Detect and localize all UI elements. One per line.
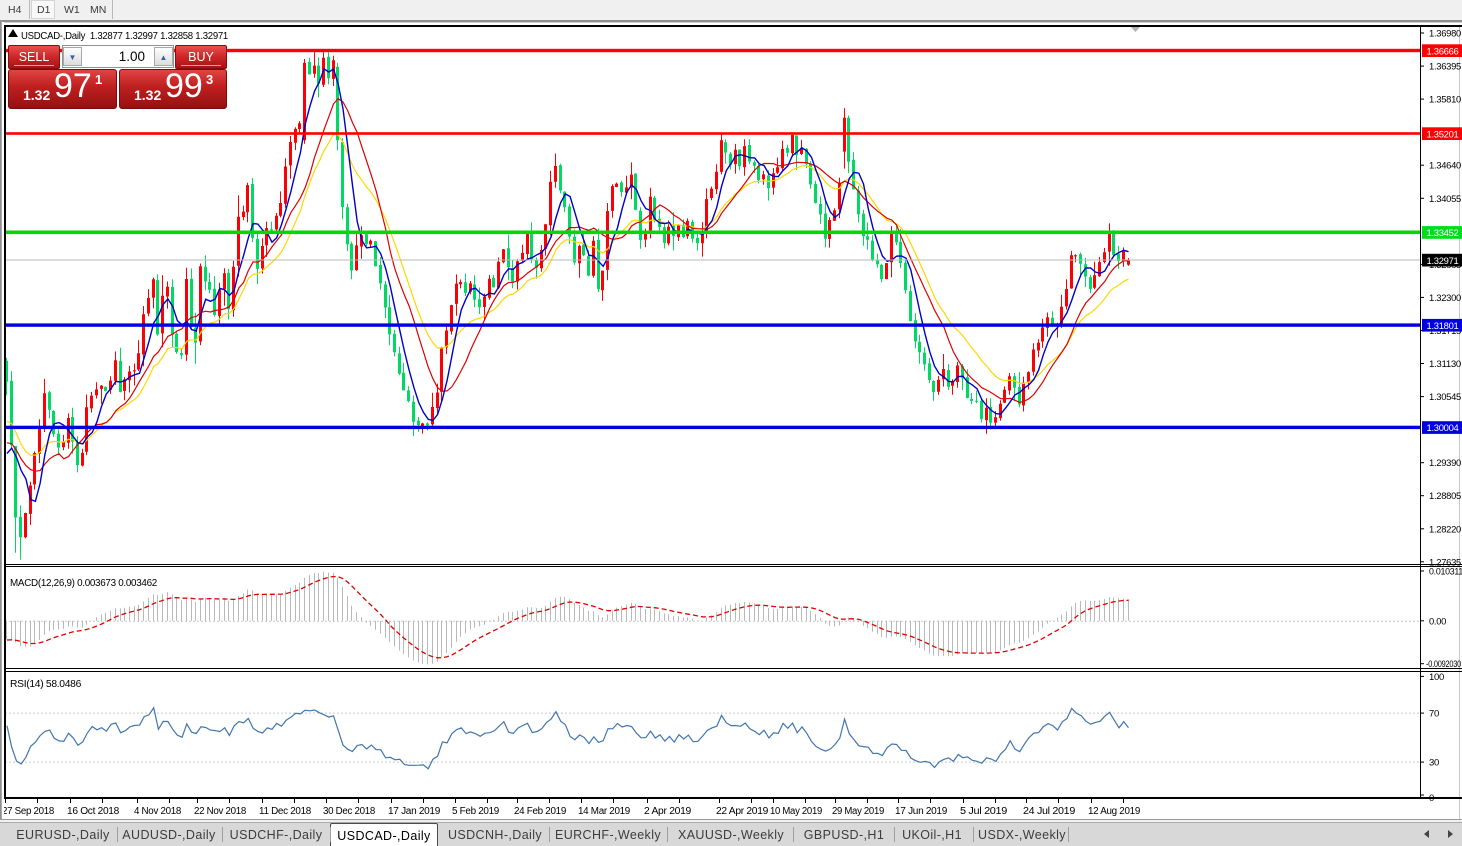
svg-text:29 May 2019: 29 May 2019 <box>832 806 885 817</box>
svg-text:1.30004: 1.30004 <box>1427 423 1459 434</box>
svg-text:1.32300: 1.32300 <box>1429 293 1461 304</box>
svg-text:1.32971: 1.32971 <box>1427 256 1459 267</box>
svg-text:30: 30 <box>1429 758 1439 769</box>
svg-text:USDCAD-,Daily 1.32877 1.32997: USDCAD-,Daily 1.32877 1.32997 1.32858 1.… <box>21 30 228 42</box>
svg-text:14 Mar 2019: 14 Mar 2019 <box>578 806 631 817</box>
svg-text:12 Aug 2019: 12 Aug 2019 <box>1088 806 1141 817</box>
svg-text:1.35810: 1.35810 <box>1429 95 1461 106</box>
svg-text:RSI(14) 58.0486: RSI(14) 58.0486 <box>10 679 82 690</box>
svg-text:0: 0 <box>1429 793 1434 804</box>
svg-text:11 Dec 2018: 11 Dec 2018 <box>259 806 312 817</box>
svg-text:1.34640: 1.34640 <box>1429 161 1461 172</box>
svg-text:17 Jan 2019: 17 Jan 2019 <box>388 806 441 817</box>
svg-text:24 Jul 2019: 24 Jul 2019 <box>1023 806 1076 817</box>
svg-text:1.36666: 1.36666 <box>1427 46 1459 57</box>
svg-text:5 Feb 2019: 5 Feb 2019 <box>452 806 500 817</box>
svg-text:1.36980: 1.36980 <box>1429 29 1461 40</box>
svg-text:10 May 2019: 10 May 2019 <box>770 806 823 817</box>
svg-text:1.34055: 1.34055 <box>1429 194 1461 205</box>
svg-text:100: 100 <box>1429 672 1444 683</box>
svg-text:24 Feb 2019: 24 Feb 2019 <box>514 806 567 817</box>
svg-text:22 Nov 2018: 22 Nov 2018 <box>194 806 247 817</box>
svg-text:0.010311: 0.010311 <box>1429 567 1462 578</box>
svg-text:1.31130: 1.31130 <box>1429 359 1461 370</box>
svg-text:1.29390: 1.29390 <box>1429 458 1461 469</box>
svg-text:5 Jul 2019: 5 Jul 2019 <box>960 806 1008 817</box>
svg-text:1.36395: 1.36395 <box>1429 62 1461 73</box>
svg-text:1.31801: 1.31801 <box>1427 321 1459 332</box>
svg-text:MACD(12,26,9) 0.003673 0.00346: MACD(12,26,9) 0.003673 0.003462 <box>10 578 158 589</box>
svg-text:-0.0092030: -0.0092030 <box>1426 659 1461 670</box>
svg-text:17 Jun 2019: 17 Jun 2019 <box>895 806 948 817</box>
svg-text:0.00: 0.00 <box>1429 616 1446 627</box>
svg-text:4 Nov 2018: 4 Nov 2018 <box>134 806 182 817</box>
svg-text:1.28220: 1.28220 <box>1429 524 1461 535</box>
svg-text:1.30545: 1.30545 <box>1429 392 1461 403</box>
svg-text:22 Apr 2019: 22 Apr 2019 <box>716 806 769 817</box>
svg-text:70: 70 <box>1429 709 1439 720</box>
svg-text:1.33452: 1.33452 <box>1427 228 1459 239</box>
svg-text:30 Dec 2018: 30 Dec 2018 <box>323 806 376 817</box>
svg-text:1.27635: 1.27635 <box>1429 557 1461 568</box>
svg-text:27 Sep 2018: 27 Sep 2018 <box>2 806 55 817</box>
svg-text:1.35201: 1.35201 <box>1427 129 1459 140</box>
svg-text:2 Apr 2019: 2 Apr 2019 <box>644 806 692 817</box>
svg-text:16 Oct 2018: 16 Oct 2018 <box>67 806 120 817</box>
svg-text:1.28805: 1.28805 <box>1429 491 1461 502</box>
